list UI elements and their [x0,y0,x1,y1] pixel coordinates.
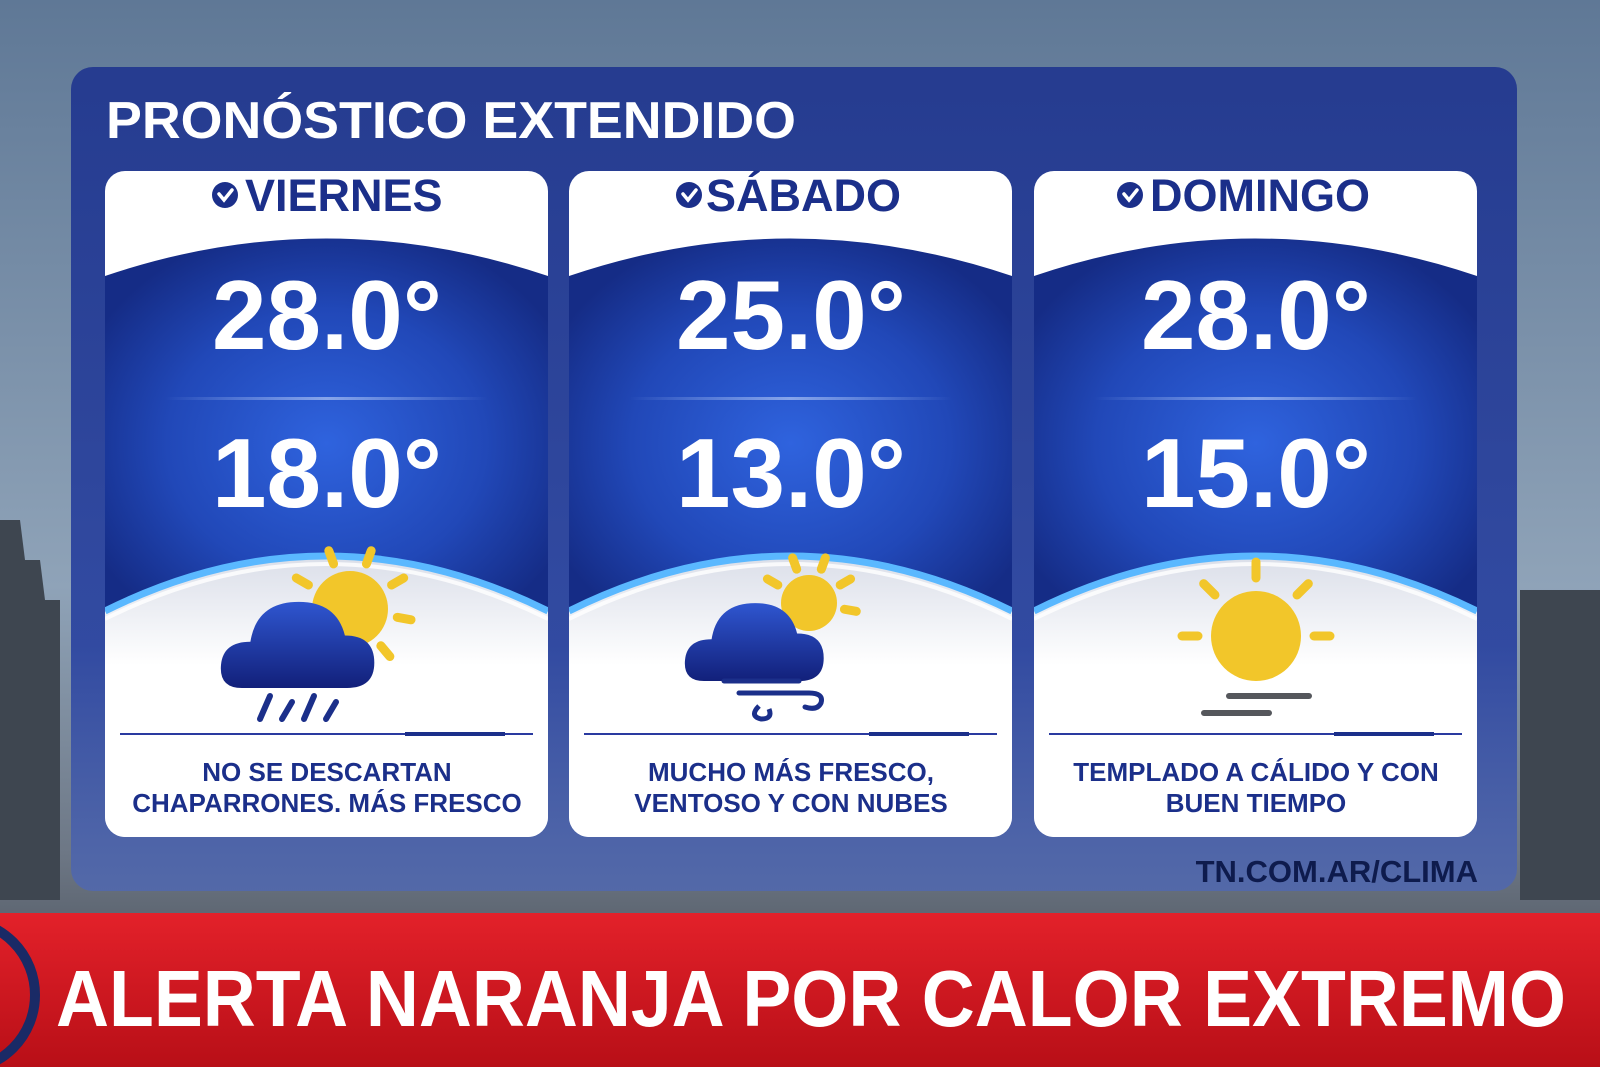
panel-title: PRONÓSTICO EXTENDIDO [106,92,796,150]
description-line: VENTOSO Y CON NUBES [634,788,948,818]
wind-lines [721,678,824,711]
sun-ray [762,574,783,590]
description-line: CHAPARRONES. MÁS FRESCO [132,788,522,818]
day-card: VIERNES 28.0° 18.0° NO SE DESCARTAN CHAP… [105,170,548,837]
source-url: TN.COM.AR/CLIMA [1196,854,1478,889]
sun-ray [835,574,856,590]
card-body [105,171,548,837]
rain-drop [301,693,317,722]
day-card: DOMINGO 28.0° 15.0° TEMPLADO A CÁLIDO Y … [1034,170,1477,837]
temp-divider [1094,397,1417,400]
rain-drop [257,693,273,722]
cloud [220,601,375,688]
high-temp: 28.0° [1141,260,1371,370]
card-body [569,171,1012,837]
check-icon [1117,182,1143,208]
check-mark [217,188,234,203]
icon-wind-sun [684,553,861,722]
description-line: MUCHO MÁS FRESCO, [648,757,934,787]
sun-ray [788,553,802,574]
low-temp: 15.0° [1141,418,1371,528]
sun-ray [376,641,395,661]
check-icon [676,182,702,208]
card-blue-area [105,238,548,611]
sun-ray [291,573,313,590]
low-temp: 18.0° [212,418,442,528]
temp-divider [165,397,488,400]
cloud-shape [684,603,824,681]
glow-arc [1034,552,1477,615]
alert-banner [0,913,1600,1067]
sun-ray [816,553,830,574]
check-mark [1122,188,1139,203]
sun-ray [1292,579,1313,600]
card-body [1034,171,1477,837]
day-cards: VIERNES 28.0° 18.0° NO SE DESCARTAN CHAP… [105,170,1477,837]
high-temp: 25.0° [676,260,906,370]
icon-rain-sun [220,546,416,722]
day-name: VIERNES [245,170,443,221]
cloud-shape [220,601,375,688]
icon-sunny [1177,557,1335,716]
rain-drop [323,699,339,722]
check-icon [212,182,238,208]
glow-arc-inner [105,562,548,621]
sun-ray [324,546,339,569]
day-card: SÁBADO 25.0° 13.0° MUCHO MÁS FRESCO, VEN… [569,170,1012,837]
description-line: TEMPLADO A CÁLIDO Y CON [1073,757,1438,787]
card-blue-area [569,238,1012,611]
sun [781,575,837,631]
cloud [684,603,824,681]
description-line: NO SE DESCARTAN [202,757,451,787]
banner-logo-edge [0,925,40,1065]
sun-ray [839,604,861,616]
sun-ray [387,573,409,590]
day-name: DOMINGO [1150,170,1370,221]
check-mark [681,188,698,203]
rain-drop [279,699,295,722]
sun [1211,591,1301,681]
card-blue-area [1034,238,1477,611]
low-temp: 13.0° [676,418,906,528]
alert-text: ALERTA NARANJA POR CALOR EXTREMO [56,954,1566,1043]
sun-ray [392,612,416,625]
wind-curl [752,704,773,722]
day-name: SÁBADO [706,170,901,221]
sun-ray [361,546,376,569]
description-line: BUEN TIEMPO [1166,788,1347,818]
high-temp: 28.0° [212,260,442,370]
temp-divider [629,397,952,400]
sun-ray [1199,579,1220,600]
